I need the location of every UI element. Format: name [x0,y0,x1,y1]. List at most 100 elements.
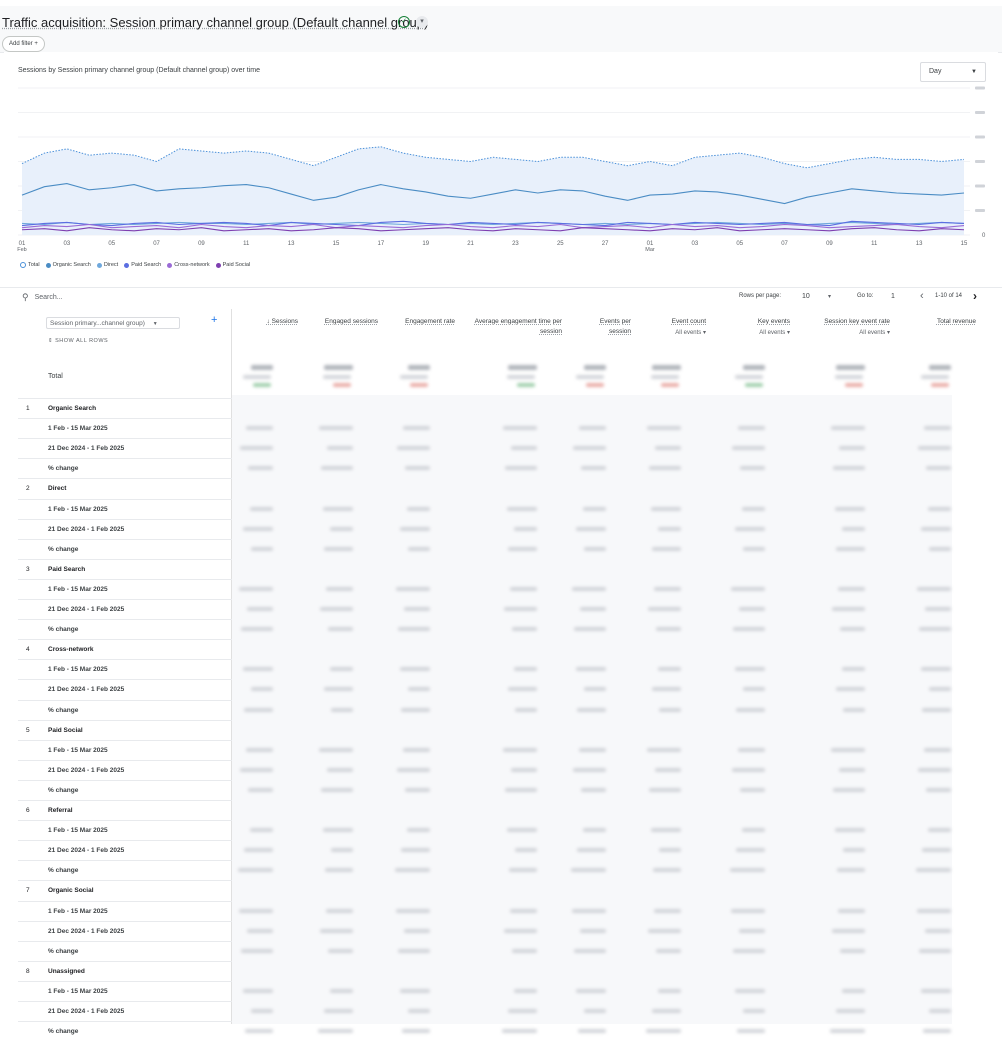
row-label: 1 Feb - 15 Mar 2025 [48,907,108,915]
period-previous-row[interactable]: 21 Dec 2024 - 1 Feb 2025 [18,1001,232,1022]
row-number: 1 [26,405,30,412]
blurred-value [737,1029,765,1034]
granularity-select[interactable]: Day ▼ [920,62,986,82]
blurred-value [324,687,353,692]
blurred-change [586,383,604,387]
blurred-value [251,687,273,692]
chevron-down-icon[interactable]: ▾ [416,16,428,28]
period-previous-row[interactable]: 21 Dec 2024 - 1 Feb 2025 [18,599,232,620]
period-current-row[interactable]: 1 Feb - 15 Mar 2025 [18,820,232,841]
column-header[interactable]: Total revenue [916,317,976,327]
period-previous-row[interactable]: 21 Dec 2024 - 1 Feb 2025 [18,518,232,540]
column-header[interactable]: Session key event rate All events ▾ [810,317,890,338]
period-previous-row[interactable]: 21 Dec 2024 - 1 Feb 2025 [18,438,232,459]
period-current-row[interactable]: 1 Feb - 15 Mar 2025 [18,739,232,761]
add-filter-button[interactable]: Add filter + [2,36,45,52]
period-previous-row[interactable]: 21 Dec 2024 - 1 Feb 2025 [18,920,232,942]
legend-item[interactable]: Organic Search [45,262,91,268]
period-current-row[interactable]: 1 Feb - 15 Mar 2025 [18,578,232,600]
channel-row[interactable]: 3 Paid Search [18,558,232,580]
percent-change-row[interactable]: % change [18,1021,232,1042]
channel-row[interactable]: 7 Organic Social [18,880,232,901]
event-filter-select[interactable]: All events ▾ [859,330,890,336]
blurred-value [504,607,537,611]
dimension-selector[interactable]: Session primary...channel group) ▼ [46,317,180,329]
previous-page-icon[interactable]: ‹ [920,290,924,302]
blurred-value [835,375,863,379]
go-to-input[interactable]: 1 [891,293,895,300]
percent-change-row[interactable]: % change [18,538,232,560]
period-previous-row[interactable]: 21 Dec 2024 - 1 Feb 2025 [18,679,232,700]
percent-change-row[interactable]: % change [18,619,232,640]
series-line-paid-search [21,220,965,227]
blurred-value [833,466,865,471]
rows-per-page-chevron-icon[interactable]: ▾ [828,294,832,300]
blurred-value [571,868,606,873]
channel-row[interactable]: 6 Referral [18,800,232,821]
channel-row[interactable]: 1 Organic Search [18,398,232,419]
percent-change-row[interactable]: % change [18,779,232,801]
blurred-value [836,687,865,692]
column-header[interactable]: ↓ Sessions [238,317,298,327]
channel-row[interactable]: 8 Unassigned [18,960,232,982]
period-current-row[interactable]: 1 Feb - 15 Mar 2025 [18,418,232,439]
blurred-value [918,446,951,451]
blurred-value [731,586,765,591]
blurred-value [584,546,606,551]
blurred-value [916,868,951,873]
percent-change-row[interactable]: % change [18,860,232,881]
legend-item[interactable]: Direct [96,262,118,268]
period-current-row[interactable]: 1 Feb - 15 Mar 2025 [18,980,232,1002]
legend-item[interactable]: Cross-network [167,262,210,268]
channel-row[interactable]: 5 Paid Social [18,719,232,741]
column-header[interactable]: Events per session [579,317,631,337]
legend-dot-icon [96,262,102,268]
blurred-change [845,383,863,387]
event-filter-select[interactable]: All events ▾ [675,330,706,336]
legend-item[interactable]: Total [20,262,40,268]
period-current-row[interactable]: 1 Feb - 15 Mar 2025 [18,659,232,680]
percent-change-row[interactable]: % change [18,940,232,962]
blurred-value [511,767,537,772]
next-page-icon[interactable]: › [973,289,977,303]
column-header-label: Session key event rate [824,318,890,325]
channel-row[interactable]: 2 Direct [18,478,232,499]
column-header[interactable]: Engaged sessions [320,317,378,327]
show-all-rows-button[interactable]: ⇕ SHOW ALL ROWS [48,338,109,344]
column-header[interactable]: Engagement rate [397,317,455,327]
legend-item[interactable]: Paid Social [215,262,250,268]
y-tick-blur [975,184,985,188]
series-line-cross-network [21,223,965,229]
blurred-value [921,526,951,531]
row-label: % change [48,867,79,875]
blurred-change [661,383,679,387]
blurred-value [739,928,765,933]
row-label: Organic Social [48,887,94,895]
blurred-value [842,988,865,993]
blurred-value [401,707,430,712]
blurred-value [929,546,951,551]
column-header[interactable]: Average engagement time per session [472,317,562,337]
period-previous-row[interactable]: 21 Dec 2024 - 1 Feb 2025 [18,759,232,781]
check-circle-icon[interactable]: ✓ [398,16,410,28]
add-dimension-icon[interactable]: + [211,314,218,326]
column-header[interactable]: Key events All events ▾ [730,317,790,338]
legend-label: Paid Search [131,262,162,268]
period-current-row[interactable]: 1 Feb - 15 Mar 2025 [18,498,232,520]
table-search[interactable]: ⚲ Search... [22,292,63,303]
channel-row[interactable]: 4 Cross-network [18,639,232,660]
x-tick-label: 07 [781,241,788,247]
period-current-row[interactable]: 1 Feb - 15 Mar 2025 [18,900,232,922]
search-input[interactable]: Search... [34,294,63,301]
rows-per-page-select[interactable]: 10 [802,293,810,300]
percent-change-row[interactable]: % change [18,458,232,479]
percent-change-row[interactable]: % change [18,699,232,721]
legend-item[interactable]: Paid Search [124,262,161,268]
period-previous-row[interactable]: 21 Dec 2024 - 1 Feb 2025 [18,840,232,861]
column-header[interactable]: Event count All events ▾ [648,317,706,338]
blurred-value [830,1029,865,1034]
x-tick-label: 03 [692,241,699,247]
blurred-value [408,687,430,692]
event-filter-select[interactable]: All events ▾ [759,330,790,336]
blurred-value [320,928,353,933]
